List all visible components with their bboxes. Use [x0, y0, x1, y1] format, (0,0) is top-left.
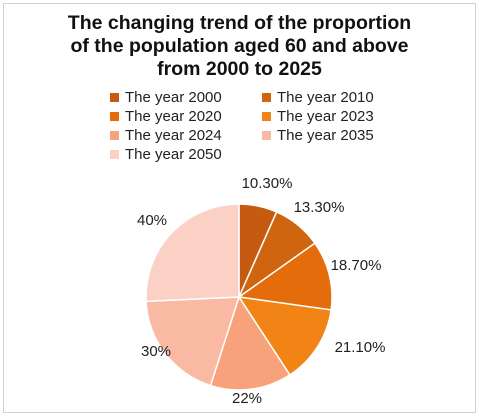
chart-title-line-2: of the population aged 60 and above	[70, 35, 409, 57]
pie-slice	[145, 296, 241, 387]
legend-item: The year 2023	[262, 108, 410, 125]
data-label: 30%	[141, 343, 171, 360]
data-label: 13.30%	[294, 199, 345, 216]
legend-swatch	[262, 112, 271, 121]
chart-title-line-1: The changing trend of the proportion	[67, 12, 412, 34]
legend-item: The year 2010	[262, 89, 410, 106]
legend-swatch	[110, 112, 119, 121]
legend-label: The year 2023	[277, 108, 374, 125]
data-label: 40%	[137, 212, 167, 229]
data-label: 21.10%	[335, 339, 386, 356]
legend-swatch	[262, 131, 271, 140]
chart-legend: The year 2000 The year 2010 The year 2020 T…	[110, 89, 410, 163]
legend-label: The year 2020	[125, 108, 222, 125]
data-label: 10.30%	[242, 175, 293, 192]
legend-item: The year 2024	[110, 127, 262, 144]
legend-label: The year 2000	[125, 89, 222, 106]
legend-swatch	[110, 150, 119, 159]
chart-title: The changing trend of the proportion of …	[0, 12, 479, 81]
data-label: 18.70%	[331, 257, 382, 274]
legend-label: The year 2010	[277, 89, 374, 106]
pie-slice	[237, 242, 333, 311]
legend-item: The year 2035	[262, 127, 410, 144]
chart-title-line-3: from 2000 to 2025	[157, 58, 322, 80]
pie-slice	[209, 295, 291, 391]
legend-swatch	[110, 93, 119, 102]
legend-label: The year 2024	[125, 127, 222, 144]
legend-label: The year 2050	[125, 146, 222, 163]
legend-swatch	[262, 93, 271, 102]
data-label: 22%	[232, 390, 262, 407]
legend-swatch	[110, 131, 119, 140]
pie-slice	[145, 203, 240, 303]
legend-item: The year 2050	[110, 146, 262, 163]
legend-item: The year 2020	[110, 108, 262, 125]
legend-item: The year 2000	[110, 89, 262, 106]
legend-label: The year 2035	[277, 127, 374, 144]
pie-slice	[237, 296, 332, 376]
